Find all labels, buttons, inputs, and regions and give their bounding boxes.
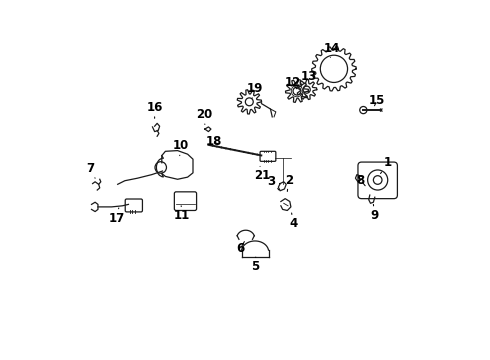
Text: 21: 21 — [254, 166, 270, 182]
Text: 10: 10 — [173, 139, 189, 156]
Text: 18: 18 — [205, 135, 221, 148]
Text: 5: 5 — [251, 257, 259, 273]
Text: 13: 13 — [301, 70, 317, 86]
Text: 3: 3 — [267, 175, 279, 190]
Text: 9: 9 — [371, 204, 379, 222]
Text: 4: 4 — [289, 213, 297, 230]
Text: 12: 12 — [284, 76, 300, 89]
Text: 16: 16 — [147, 101, 163, 118]
Text: 20: 20 — [196, 108, 212, 125]
Text: 19: 19 — [247, 82, 263, 98]
Text: 14: 14 — [323, 41, 340, 57]
Text: 1: 1 — [381, 156, 392, 174]
Text: 6: 6 — [237, 242, 245, 255]
Text: 17: 17 — [108, 208, 125, 225]
Text: 7: 7 — [86, 162, 95, 178]
Text: 2: 2 — [285, 174, 293, 192]
Text: 11: 11 — [174, 206, 191, 222]
Text: 8: 8 — [356, 174, 365, 186]
Text: 15: 15 — [369, 94, 385, 107]
